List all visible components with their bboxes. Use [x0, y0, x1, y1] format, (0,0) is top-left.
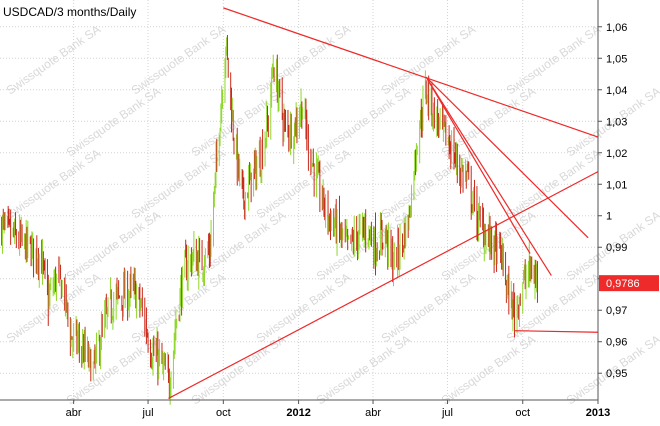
last-price-badge — [599, 275, 659, 292]
watermark-text: Swissquote Bank SA — [64, 84, 163, 159]
grid-layer — [0, 0, 599, 400]
trendlines-layer — [168, 7, 599, 399]
watermark-text: Swissquote Bank SA — [254, 270, 353, 345]
trendline-fan-3 — [425, 76, 531, 254]
y-tick-label: 1,06 — [606, 22, 627, 34]
watermark-text: Swissquote Bank SA — [314, 84, 413, 159]
y-tick-label: 1 — [606, 211, 612, 223]
chart-title: USDCAD/3 months/Daily — [3, 5, 136, 19]
watermark-text: Swissquote Bank SA — [504, 22, 603, 97]
watermark-layer: Swissquote Bank SA Swissquote Bank SA Swis… — [4, 22, 660, 407]
y-tick-label: 1,02 — [606, 148, 627, 160]
x-tick-label: abr — [66, 407, 82, 419]
y-tick-label: 1,05 — [606, 53, 627, 65]
watermark-text: Swissquote Bank SA — [129, 270, 228, 345]
y-tick-label: 1,04 — [606, 85, 627, 97]
x-tick-label: abr — [365, 407, 381, 419]
trendline-fan-1 — [425, 76, 589, 239]
y-tick-label: 1,01 — [606, 179, 627, 191]
y-tick-label: 0,95 — [606, 368, 627, 380]
watermark-text: Swissquote Bank SA — [314, 332, 413, 407]
y-tick-label: 0,96 — [606, 337, 627, 349]
trendline-fan-2 — [425, 76, 552, 276]
watermark-text: Swissquote Bank SA — [189, 84, 288, 159]
y-tick-label: 0,99 — [606, 242, 627, 254]
watermark-text: Swissquote Bank SA — [4, 22, 103, 97]
watermark-text: Swissquote Bank SA — [254, 22, 353, 97]
trendline-support-main — [168, 171, 599, 399]
y-tick-label: 1,03 — [606, 116, 627, 128]
y-tick-label: 0,97 — [606, 305, 627, 317]
watermark-text: Swissquote Bank SA — [129, 22, 228, 97]
x-tick-label: jul — [441, 407, 453, 419]
x-tick-label: oct — [216, 407, 231, 419]
last-price-label: 0,9786 — [606, 278, 640, 290]
trendline-horizontal-low — [514, 330, 599, 333]
trendline-resistance-main — [223, 7, 599, 138]
x-tick-label: jul — [142, 407, 154, 419]
x-tick-label: 2013 — [586, 407, 610, 419]
candles-layer — [1, 34, 538, 405]
x-tick-label: oct — [515, 407, 530, 419]
x-tick-label: 2012 — [286, 407, 310, 419]
